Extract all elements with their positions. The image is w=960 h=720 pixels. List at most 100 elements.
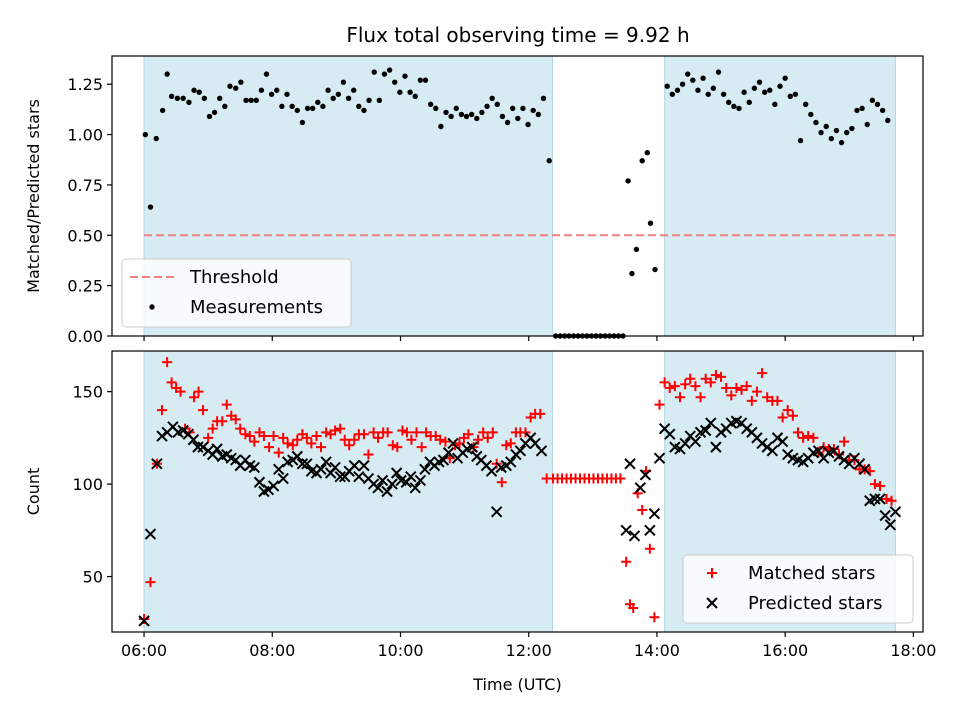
predicted-star-point (253, 476, 266, 488)
measurement-point (726, 99, 732, 106)
predicted-star-point (348, 459, 361, 472)
y-tick-label: 1.00 (67, 126, 103, 145)
matched-star-point (387, 440, 398, 451)
matched-star-point (406, 434, 417, 445)
measurement-point (535, 111, 542, 118)
predicted-star-point (874, 493, 886, 505)
y-tick-label: 150 (72, 383, 103, 402)
y-tick-label: 0.75 (67, 176, 103, 195)
matched-star-point (230, 414, 241, 425)
matched-star-point (496, 477, 507, 488)
measurement-point (443, 109, 449, 116)
measurement-point (669, 91, 676, 97)
predicted-star-point (442, 446, 455, 459)
predicted-star-point (177, 424, 189, 437)
matched-star-point (193, 386, 204, 397)
measurement-point (233, 85, 239, 91)
x-tick-label: 14:00 (634, 641, 680, 660)
predicted-star-point (390, 467, 403, 479)
measurement-point (268, 91, 275, 97)
measurement-point (813, 119, 819, 126)
matched-star-point (520, 427, 531, 438)
measurement-point (340, 79, 347, 85)
measurement-point (299, 119, 306, 126)
measurement-point (402, 73, 408, 79)
measurement-point (222, 103, 228, 110)
matched-star-point (731, 382, 742, 393)
predicted-star-point (447, 437, 459, 450)
measurement-point (196, 89, 202, 95)
measurement-point (350, 87, 357, 93)
predicted-star-point (812, 445, 825, 457)
measurement-point (201, 95, 208, 102)
matched-star-point (535, 408, 546, 419)
matched-star-point (268, 431, 279, 442)
measurement-point (417, 77, 424, 83)
predicted-star-point (889, 506, 902, 518)
y-tick-label: 100 (72, 475, 103, 494)
matched-star-point (145, 577, 156, 588)
measurement-point (838, 139, 845, 146)
matched-star-point (198, 405, 209, 416)
y-tick-label: 0.00 (67, 327, 103, 346)
matched-star-point (273, 447, 284, 458)
matched-star-point (207, 423, 218, 434)
measurement-point (392, 79, 398, 85)
measurement-point (315, 99, 321, 106)
matched-star-point (772, 395, 783, 406)
legend-predicted-swatch (706, 597, 718, 609)
measurement-point (879, 107, 886, 114)
measurement-point (263, 71, 270, 77)
measurement-point (274, 87, 280, 93)
measurement-point (520, 105, 526, 112)
predicted-star-point (358, 459, 370, 472)
matched-star-point (705, 377, 716, 388)
matched-star-point (869, 479, 880, 490)
predicted-star-point (353, 471, 365, 483)
predicted-star-point (405, 471, 417, 483)
matched-star-point (278, 432, 289, 443)
measurement-point (243, 97, 249, 104)
predicted-star-point (197, 441, 209, 453)
measurement-point (279, 103, 285, 110)
legend-matched-label: Matched stars (748, 563, 875, 584)
matched-star-point (685, 373, 696, 384)
matched-star-point (282, 438, 293, 449)
predicted-star-point (766, 445, 779, 457)
measurement-point (756, 79, 763, 85)
matched-star-point (162, 357, 173, 368)
predicted-star-point (648, 507, 661, 520)
matched-star-point (306, 438, 317, 449)
predicted-star-point (372, 482, 384, 494)
matched-star-point (401, 427, 412, 438)
predicted-star-point (490, 506, 503, 518)
measurement-point (751, 85, 758, 91)
measurement-point (397, 89, 403, 95)
measurement-point (248, 97, 254, 104)
predicted-star-point (381, 485, 393, 498)
measurement-point (792, 91, 799, 97)
matched-star-point (746, 395, 757, 406)
predicted-star-point (466, 441, 479, 453)
matched-star-point (716, 371, 727, 382)
x-tick-label: 06:00 (121, 641, 167, 660)
measurement-point (159, 107, 166, 114)
predicted-star-point (776, 435, 789, 448)
matched-star-point (217, 416, 228, 427)
measurement-point (309, 105, 316, 112)
matched-star-point (344, 440, 355, 451)
y-axis-label: Matched/Predicted stars (24, 99, 43, 293)
measurement-point (540, 95, 547, 102)
measurement-point (741, 89, 747, 95)
measurement-point (777, 83, 783, 89)
matched-star-point (757, 368, 768, 379)
matched-star-point (411, 427, 422, 438)
matched-star-point (680, 379, 691, 390)
matched-star-point (690, 381, 701, 392)
predicted-star-point (879, 509, 891, 522)
measurement-point (509, 105, 516, 112)
matched-star-point (264, 442, 275, 453)
matched-star-point (782, 405, 793, 416)
measurement-point (808, 111, 814, 118)
